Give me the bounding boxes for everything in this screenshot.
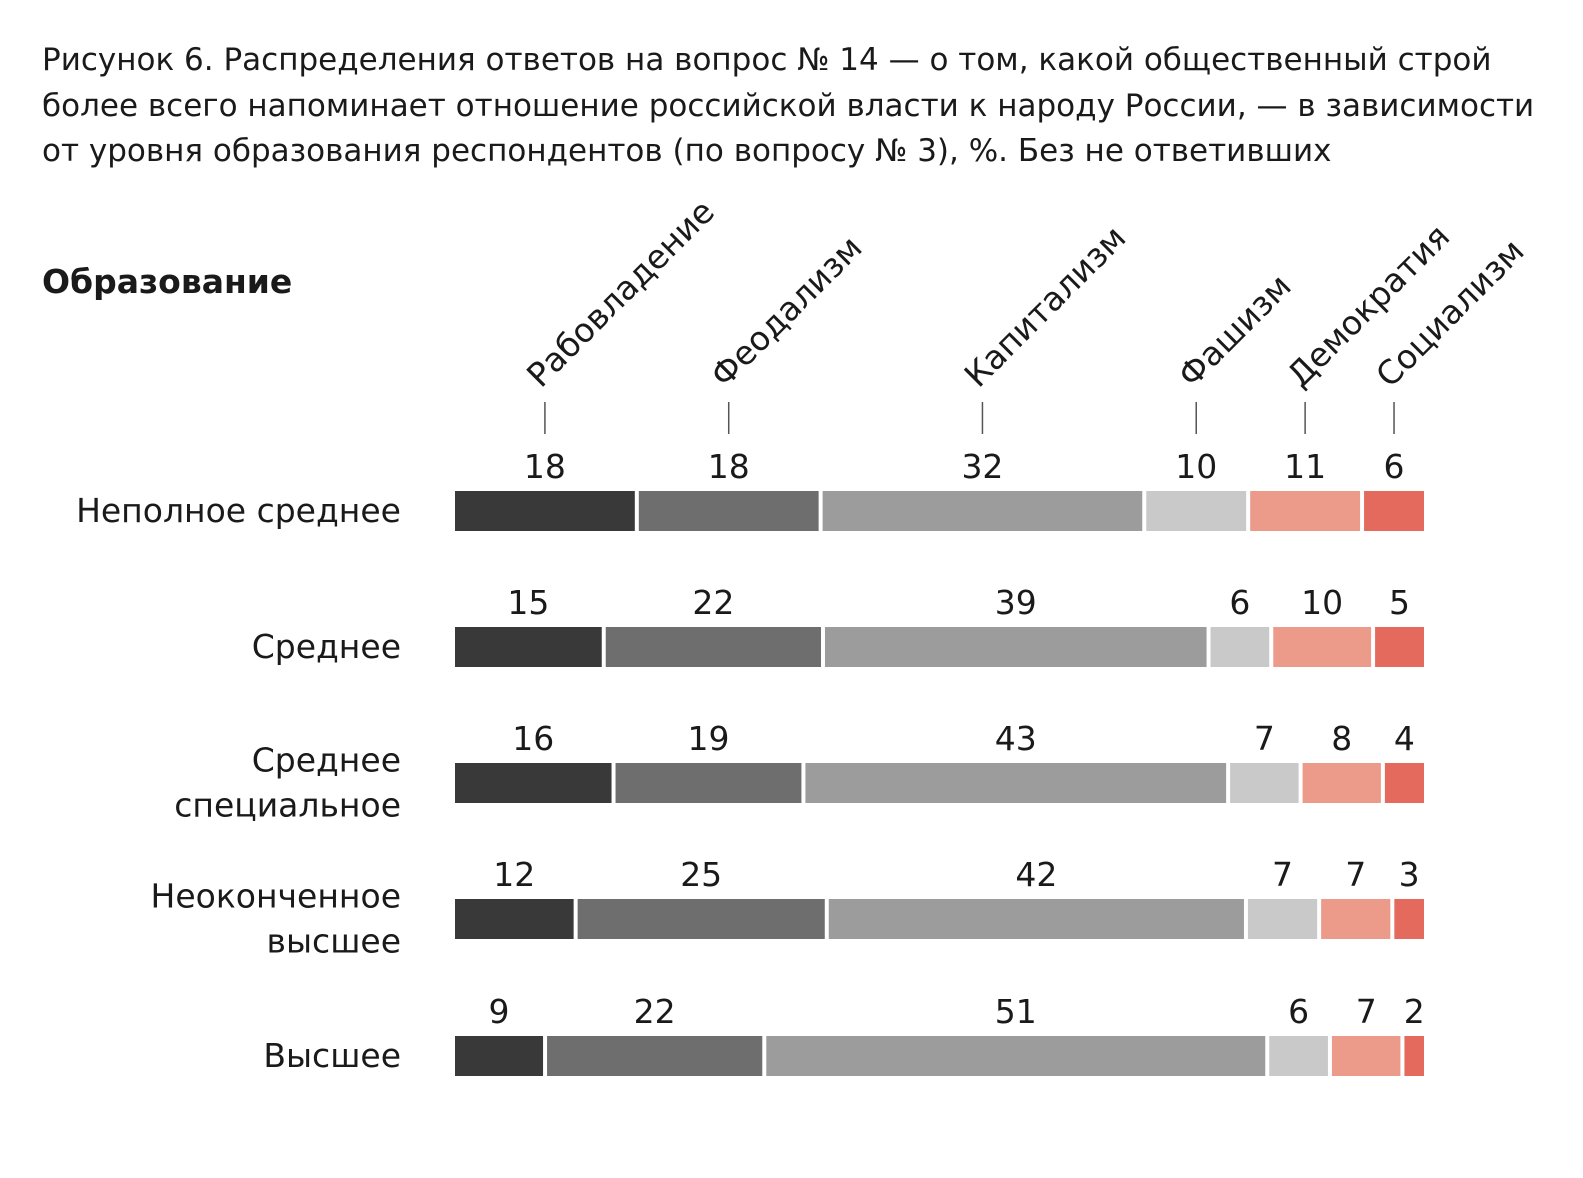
bar-segment-1-3 <box>822 491 1143 531</box>
value-label-4-6: 3 <box>1399 855 1420 894</box>
row-axis-header: Образование <box>42 262 293 301</box>
legend-label-рабовладение: Рабовладение <box>519 192 722 395</box>
bar-segment-1-4 <box>1146 491 1247 531</box>
bar-segment-1-2 <box>638 491 819 531</box>
bar-segment-5-5 <box>1331 1036 1401 1076</box>
row-label-3: Среднее специальное <box>174 741 401 825</box>
bar-segment-3-5 <box>1302 763 1381 803</box>
value-label-1-1: 18 <box>524 447 566 486</box>
value-label-4-4: 7 <box>1272 855 1293 894</box>
value-label-4-2: 25 <box>680 855 722 894</box>
bar-segment-2-3 <box>824 627 1207 667</box>
bar-segment-4-4 <box>1247 899 1318 939</box>
value-label-5-1: 9 <box>489 992 510 1031</box>
bar-segment-4-5 <box>1321 899 1391 939</box>
value-label-1-2: 18 <box>708 447 750 486</box>
row-label-1: Неполное среднее <box>76 491 401 530</box>
bar-segment-2-5 <box>1273 627 1372 667</box>
value-label-5-5: 7 <box>1356 992 1377 1031</box>
bar-segment-3-1 <box>455 763 612 803</box>
value-label-2-4: 6 <box>1229 583 1250 622</box>
bar-segment-3-6 <box>1384 763 1424 803</box>
bar-segment-1-6 <box>1364 491 1424 531</box>
row-label-4: Неоконченное высшее <box>151 877 401 961</box>
row-label-2: Среднее <box>252 627 401 666</box>
value-label-1-4: 10 <box>1175 447 1217 486</box>
value-label-1-6: 6 <box>1384 447 1405 486</box>
value-label-4-3: 42 <box>1015 855 1057 894</box>
bar-segment-4-3 <box>828 899 1244 939</box>
value-label-3-6: 4 <box>1394 719 1415 758</box>
bar-segment-3-3 <box>805 763 1227 803</box>
bar-segment-1-1 <box>455 491 635 531</box>
bar-segment-4-2 <box>577 899 825 939</box>
value-label-3-1: 16 <box>512 719 554 758</box>
bar-segment-5-6 <box>1404 1036 1424 1076</box>
bar-segment-2-6 <box>1375 627 1424 667</box>
value-label-4-5: 7 <box>1345 855 1366 894</box>
legend-label-капитализм: Капитализм <box>957 218 1134 395</box>
value-label-5-6: 2 <box>1404 992 1425 1031</box>
value-label-4-1: 12 <box>493 855 535 894</box>
bar-segment-2-2 <box>605 627 821 667</box>
value-label-2-5: 10 <box>1301 583 1343 622</box>
value-label-5-2: 22 <box>634 992 676 1031</box>
value-label-5-4: 6 <box>1288 992 1309 1031</box>
value-label-5-3: 51 <box>995 992 1037 1031</box>
figure-title: Рисунок 6. Распределения ответов на вопр… <box>42 42 1535 169</box>
value-label-3-4: 7 <box>1254 719 1275 758</box>
value-label-2-6: 5 <box>1389 583 1410 622</box>
bar-segment-3-4 <box>1230 763 1299 803</box>
value-label-3-5: 8 <box>1331 719 1352 758</box>
bar-segment-4-6 <box>1394 899 1424 939</box>
value-label-1-5: 11 <box>1284 447 1326 486</box>
value-label-3-2: 19 <box>687 719 729 758</box>
bar-segment-2-4 <box>1210 627 1270 667</box>
bar-segment-4-1 <box>455 899 574 939</box>
row-label-5: Высшее <box>263 1036 401 1075</box>
bar-segment-2-1 <box>455 627 602 667</box>
bar-segment-5-4 <box>1269 1036 1328 1076</box>
bar-segment-1-5 <box>1250 491 1361 531</box>
value-label-2-2: 22 <box>692 583 734 622</box>
legend-label-феодализм: Феодализм <box>703 228 870 395</box>
value-label-2-3: 39 <box>995 583 1037 622</box>
value-label-3-3: 43 <box>995 719 1037 758</box>
bar-segment-5-2 <box>547 1036 763 1076</box>
legend-label-фашизм: Фашизм <box>1170 266 1298 394</box>
value-label-1-3: 32 <box>961 447 1003 486</box>
value-label-2-1: 15 <box>507 583 549 622</box>
bar-segment-3-2 <box>615 763 802 803</box>
bar-segment-5-1 <box>455 1036 544 1076</box>
bar-segment-5-3 <box>766 1036 1266 1076</box>
